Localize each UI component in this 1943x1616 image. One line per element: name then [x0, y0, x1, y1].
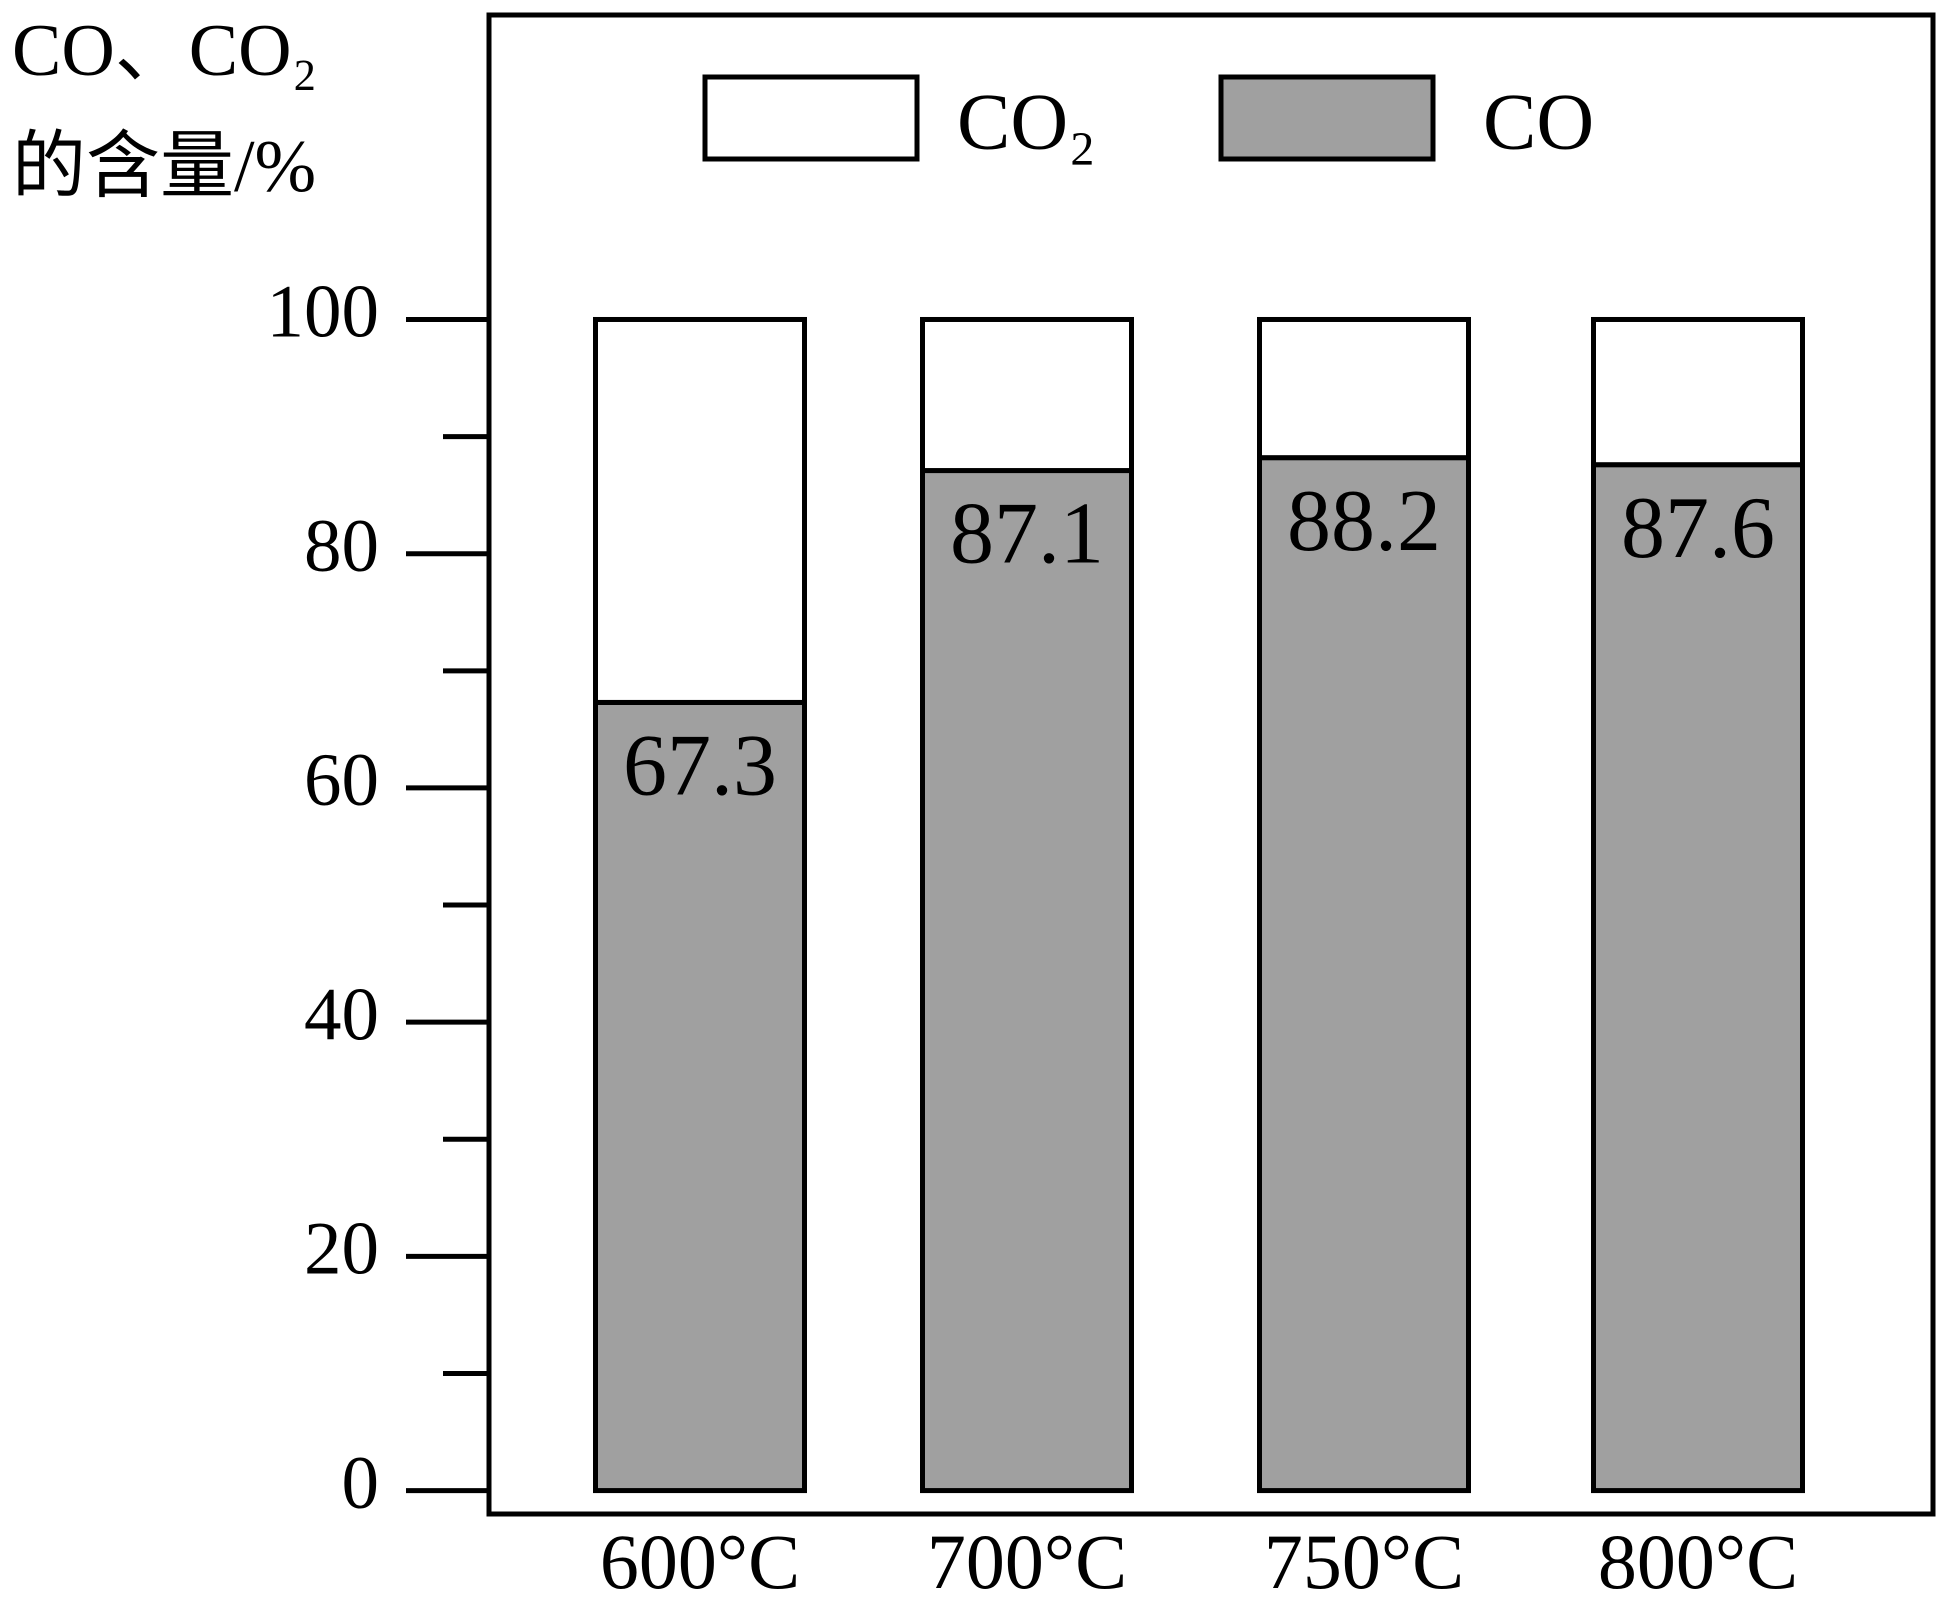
bar-segment [593, 316, 807, 705]
bar-segment [1591, 316, 1805, 468]
legend-swatch [702, 74, 920, 162]
x-tick-label: 600°C [600, 1518, 800, 1605]
legend-label: CO₂ [957, 78, 1096, 166]
bar-segment [1257, 316, 1471, 461]
legend-swatch [1218, 74, 1436, 162]
y-tick-label: 100 [267, 271, 380, 354]
legend-label: CO [1483, 78, 1594, 166]
data-label: 88.2 [1287, 473, 1441, 570]
bar-segment [1591, 462, 1805, 1494]
data-label: 87.6 [1621, 480, 1775, 577]
y-tick-label: 20 [304, 1208, 379, 1291]
x-tick-label: 800°C [1598, 1518, 1798, 1605]
y-tick-label: 0 [342, 1442, 380, 1525]
data-label: 67.3 [623, 718, 777, 815]
y-tick-label: 80 [304, 505, 379, 588]
bar-segment [920, 316, 1134, 474]
y-tick-label: 60 [304, 739, 379, 822]
bar-segment [1257, 455, 1471, 1494]
bar-segment [920, 468, 1134, 1494]
y-axis-label: CO、CO₂ [12, 10, 317, 92]
y-tick-label: 40 [304, 973, 379, 1056]
plot-frame [486, 12, 1936, 1517]
x-tick-label: 750°C [1264, 1518, 1464, 1605]
x-tick-label: 700°C [927, 1518, 1127, 1605]
bar-segment [593, 699, 807, 1494]
data-label: 87.1 [950, 486, 1104, 583]
y-axis-label: 的含量/% [12, 126, 316, 208]
